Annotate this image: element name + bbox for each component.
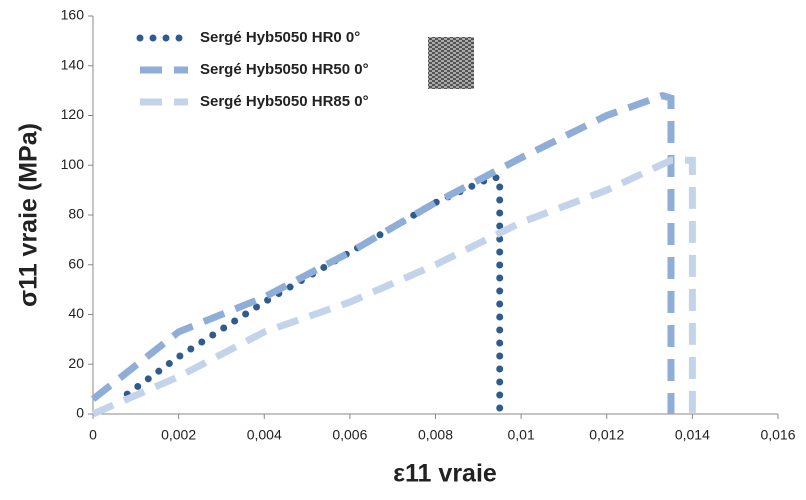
legend-text: Sergé Hyb5050 HR0 0° xyxy=(200,29,360,46)
y-tick-label: 120 xyxy=(61,106,85,122)
legend-text: Sergé Hyb5050 HR85 0° xyxy=(200,93,369,110)
series-line xyxy=(123,174,504,418)
x-tick-label: 0,014 xyxy=(675,427,710,443)
x-tick-label: 0 xyxy=(89,427,97,443)
y-tick-label: 80 xyxy=(68,206,84,222)
y-tick-label: 60 xyxy=(68,255,84,271)
x-tick-label: 0,008 xyxy=(418,427,453,443)
series-line xyxy=(91,156,696,418)
fabric-icon xyxy=(428,37,474,89)
series-line xyxy=(90,91,675,414)
y-tick-label: 40 xyxy=(68,305,84,321)
x-tick-label: 0,012 xyxy=(589,427,624,443)
y-tick-label: 140 xyxy=(61,56,85,72)
y-tick-label: 0 xyxy=(76,405,84,421)
x-tick-label: 0,006 xyxy=(332,427,367,443)
x-tick-label: 0,004 xyxy=(247,427,282,443)
x-tick-label: 0,01 xyxy=(508,427,535,443)
x-axis-title: ε11 vraie xyxy=(393,460,497,488)
x-tick-label: 0,016 xyxy=(760,427,795,443)
y-tick-label: 20 xyxy=(68,355,84,371)
y-axis-title: σ11 vraie (MPa) xyxy=(15,123,43,307)
y-tick-label: 160 xyxy=(61,7,85,23)
y-tick-label: 100 xyxy=(61,156,85,172)
x-tick-label: 0,002 xyxy=(161,427,196,443)
legend-text: Sergé Hyb5050 HR50 0° xyxy=(200,61,369,78)
